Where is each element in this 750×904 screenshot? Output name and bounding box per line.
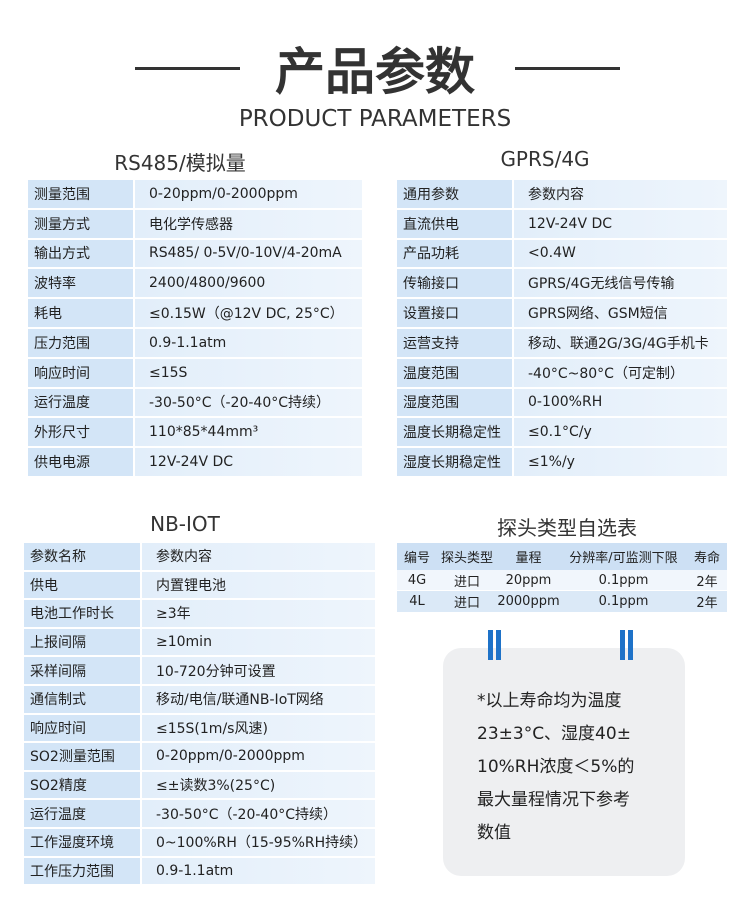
param-name: 响应时间 bbox=[24, 714, 140, 742]
page-subtitle: PRODUCT PARAMETERS bbox=[238, 106, 512, 132]
param-name: 响应时间 bbox=[28, 358, 133, 387]
note-line: 最大量程情况下参考 bbox=[477, 790, 630, 810]
param-name: 采样间隔 bbox=[24, 657, 140, 684]
param-name: SO2测量范围 bbox=[24, 743, 140, 770]
param-value: 0-20ppm/0-2000ppm bbox=[135, 180, 362, 208]
param-name: 温度长期稳定性 bbox=[397, 418, 512, 447]
param-value: 0-100%RH bbox=[514, 388, 727, 417]
param-value: 参数内容 bbox=[514, 180, 727, 208]
param-value: ≤±读数3%(25°C) bbox=[142, 771, 375, 799]
param-value: 参数内容 bbox=[142, 543, 375, 570]
param-value: -40°C~80°C（可定制） bbox=[514, 358, 727, 387]
param-name: 外形尺寸 bbox=[28, 418, 133, 447]
probe-cell: 0.1ppm bbox=[560, 570, 687, 590]
param-name: 传输接口 bbox=[397, 269, 512, 298]
probe-cell: 2000ppm bbox=[497, 591, 560, 612]
probe-cell: 2年 bbox=[687, 591, 727, 612]
param-value: ≤0.1°C/y bbox=[514, 418, 727, 447]
note-box bbox=[443, 648, 685, 876]
param-name: 压力范围 bbox=[28, 329, 133, 357]
probe-header: 分辨率/可监测下限 bbox=[560, 543, 687, 570]
param-name: 参数名称 bbox=[24, 543, 140, 570]
param-name: 上报间隔 bbox=[24, 628, 140, 656]
param-name: 工作湿度环境 bbox=[24, 829, 140, 856]
param-value: 内置锂电池 bbox=[142, 571, 375, 599]
param-value: ≤15S(1m/s风速) bbox=[142, 714, 375, 742]
note-line: 数值 bbox=[477, 823, 511, 843]
param-name: 通用参数 bbox=[397, 180, 512, 208]
param-name: 运行温度 bbox=[24, 800, 140, 827]
param-value: ≥10min bbox=[142, 628, 375, 656]
param-value: -30-50°C（-20-40°C持续） bbox=[135, 388, 362, 417]
param-name: 供电 bbox=[24, 571, 140, 599]
param-value: ≥3年 bbox=[142, 600, 375, 627]
probe-cell: 进口 bbox=[437, 591, 497, 612]
probe-cell: 2年 bbox=[687, 570, 727, 590]
param-value: 12V-24V DC bbox=[514, 209, 727, 238]
page-title: 产品参数 bbox=[275, 43, 475, 101]
param-value: 0.9-1.1atm bbox=[135, 329, 362, 357]
param-value: GPRS/4G无线信号传输 bbox=[514, 269, 727, 298]
param-name: 测量范围 bbox=[28, 180, 133, 208]
probe-cell: 0.1ppm bbox=[560, 591, 687, 612]
section-title: RS485/模拟量 bbox=[114, 151, 246, 175]
param-name: 电池工作时长 bbox=[24, 600, 140, 627]
param-name: 湿度范围 bbox=[397, 388, 512, 417]
param-name: 湿度长期稳定性 bbox=[397, 448, 512, 476]
probe-header: 探头类型 bbox=[437, 543, 497, 570]
param-name: 产品功耗 bbox=[397, 239, 512, 268]
param-value: 10-720分钟可设置 bbox=[142, 657, 375, 684]
param-value: 110*85*44mm³ bbox=[135, 418, 362, 447]
param-name: 供电电源 bbox=[28, 448, 133, 476]
param-value: GPRS网络、GSM短信 bbox=[514, 299, 727, 327]
param-value: ≤0.15W（@12V DC, 25°C） bbox=[135, 299, 362, 327]
param-value: 电化学传感器 bbox=[135, 209, 362, 238]
param-value: 0.9-1.1atm bbox=[142, 857, 375, 885]
title-line-left bbox=[135, 67, 240, 70]
param-value: -30-50°C（-20-40°C持续） bbox=[142, 800, 375, 827]
section-title: NB-IOT bbox=[150, 512, 220, 536]
param-value: ≤15S bbox=[135, 358, 362, 387]
param-name: 波特率 bbox=[28, 269, 133, 298]
probe-cell: 4G bbox=[397, 570, 437, 590]
note-tab bbox=[488, 630, 493, 660]
param-name: 直流供电 bbox=[397, 209, 512, 238]
probe-cell: 20ppm bbox=[497, 570, 560, 590]
probe-cell: 4L bbox=[397, 591, 437, 612]
param-value: 0~100%RH（15-95%RH持续） bbox=[142, 829, 375, 856]
param-name: 输出方式 bbox=[28, 239, 133, 268]
param-name: 运营支持 bbox=[397, 329, 512, 357]
note-tab bbox=[620, 630, 625, 660]
param-value: 移动/电信/联通NB-IoT网络 bbox=[142, 686, 375, 713]
probe-cell: 进口 bbox=[437, 570, 497, 590]
param-name: 耗电 bbox=[28, 299, 133, 327]
param-name: 运行温度 bbox=[28, 388, 133, 417]
param-value: 2400/4800/9600 bbox=[135, 269, 362, 298]
probe-header: 编号 bbox=[397, 543, 437, 570]
section-title: GPRS/4G bbox=[500, 147, 590, 171]
param-value: RS485/ 0-5V/0-10V/4-20mA bbox=[135, 239, 362, 268]
param-name: SO2精度 bbox=[24, 771, 140, 799]
title-line-right bbox=[515, 67, 620, 70]
probe-header: 量程 bbox=[497, 543, 560, 570]
note-line: 23±3°C、湿度40± bbox=[477, 724, 631, 744]
param-value: 0-20ppm/0-2000ppm bbox=[142, 743, 375, 770]
param-value: 12V-24V DC bbox=[135, 448, 362, 476]
probe-header: 寿命 bbox=[687, 543, 727, 570]
probe-title: 探头类型自选表 bbox=[497, 516, 637, 540]
param-value: 移动、联通2G/3G/4G手机卡 bbox=[514, 329, 727, 357]
param-value: ≤1%/y bbox=[514, 448, 727, 476]
param-name: 设置接口 bbox=[397, 299, 512, 327]
note-line: *以上寿命均为温度 bbox=[477, 691, 622, 711]
param-name: 工作压力范围 bbox=[24, 857, 140, 885]
param-name: 温度范围 bbox=[397, 358, 512, 387]
param-name: 测量方式 bbox=[28, 209, 133, 238]
note-line: 10%RH浓度＜5%的 bbox=[477, 757, 635, 777]
param-value: <0.4W bbox=[514, 239, 727, 268]
param-name: 通信制式 bbox=[24, 686, 140, 713]
